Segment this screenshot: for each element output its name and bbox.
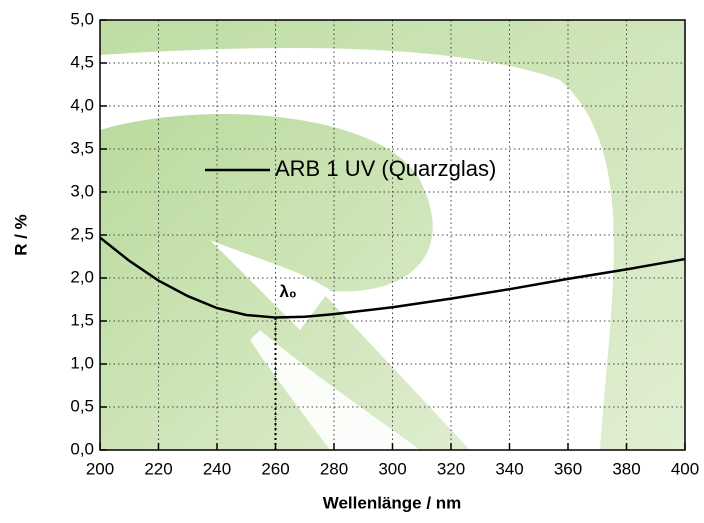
y-tick-label: 2,0: [70, 267, 94, 286]
y-tick-label: 1,0: [70, 353, 94, 372]
annotation-label: λ₀: [280, 282, 297, 301]
y-tick-label: 3,5: [70, 138, 94, 157]
x-tick-label: 300: [378, 459, 406, 478]
y-axis-title: R / %: [11, 214, 30, 256]
x-tick-label: 260: [261, 459, 289, 478]
plot-frame: [99, 19, 686, 451]
y-tick-label: 2,5: [70, 224, 94, 243]
y-tick-label: 4,0: [70, 95, 94, 114]
y-tick-label: 0,5: [70, 396, 94, 415]
x-axis-title: Wellenlänge / nm: [323, 493, 462, 512]
x-tick-label: 340: [495, 459, 523, 478]
x-tick-label: 320: [437, 459, 465, 478]
x-tick-label: 240: [203, 459, 231, 478]
x-tick-label: 280: [320, 459, 348, 478]
x-tick-label: 380: [612, 459, 640, 478]
y-tick-label: 4,5: [70, 52, 94, 71]
data-line: [99, 236, 686, 319]
y-tick-label: 5,0: [70, 9, 94, 28]
y-tick-label: 0,0: [70, 439, 94, 458]
x-tick-label: 200: [86, 459, 114, 478]
x-tick-label: 220: [144, 459, 172, 478]
x-tick-label: 400: [671, 459, 699, 478]
y-tick-label: 1,5: [70, 310, 94, 329]
legend-label: ARB 1 UV (Quarzglas): [275, 156, 496, 181]
y-tick-label: 3,0: [70, 181, 94, 200]
x-tick-label: 360: [554, 459, 582, 478]
